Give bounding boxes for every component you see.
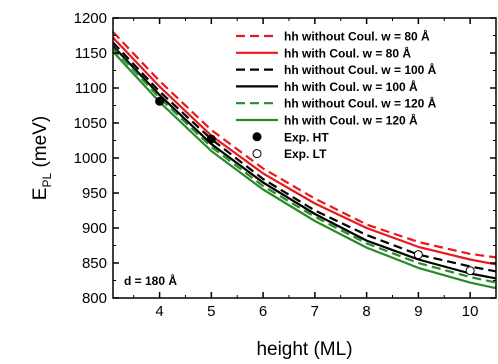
legend-label-5: hh without Coul. w = 120 Å (284, 96, 437, 111)
x-tick-label-6: 6 (259, 303, 267, 320)
y-tick-label-800: 800 (82, 290, 107, 307)
x-axis-title: height (ML) (256, 339, 352, 360)
x-tick-label-4: 4 (155, 303, 163, 320)
data-point-1-2 (206, 134, 216, 144)
x-tick-label-5: 5 (207, 303, 215, 320)
y-tick-label-1100: 1100 (75, 80, 107, 97)
legend: hh without Coul. w = 80 Åhh with Coul. w… (236, 29, 437, 161)
y-axis-title-main: E (30, 188, 51, 201)
x-tick-label-10: 10 (462, 303, 479, 320)
y-tick-label-1150: 1150 (75, 45, 107, 62)
legend-marker-2 (252, 149, 262, 159)
series-line-4 (112, 45, 497, 280)
data-point-2-1 (413, 250, 423, 260)
axis-ticks: 4 5 6 7 8 9 10 800 850 900 950 1000 1050 1100 1150 1200 (74, 10, 496, 320)
series-curves (112, 31, 497, 290)
y-tick-label-950: 950 (82, 185, 107, 202)
experimental-points (155, 96, 475, 276)
y-axis-title: EPL (meV) (30, 116, 54, 200)
y-tick-label-1200: 1200 (74, 10, 107, 27)
legend-label-4: hh with Coul. w = 100 Å (284, 79, 418, 94)
y-tick-label-1000: 1000 (74, 150, 107, 167)
y-tick-label-1050: 1050 (74, 115, 107, 132)
data-point-2-2 (465, 266, 475, 276)
series-line-5 (112, 47, 497, 284)
y-tick-label-900: 900 (82, 220, 107, 237)
data-point-1-1 (155, 96, 165, 106)
series-line-2 (112, 36, 497, 266)
y-axis-title-unit: (meV) (30, 116, 51, 173)
legend-marker-label-2: Exp. LT (284, 147, 327, 161)
x-tick-label-9: 9 (414, 303, 422, 320)
legend-label-1: hh without Coul. w = 80 Å (284, 29, 430, 44)
y-axis-title-subscript: PL (40, 172, 54, 187)
legend-label-6: hh with Coul. w = 120 Å (284, 113, 418, 128)
legend-marker-1 (252, 132, 262, 142)
series-line-3 (112, 41, 497, 273)
series-line-1 (112, 31, 497, 259)
legend-label-2: hh with Coul. w = 80 Å (284, 45, 411, 60)
x-tick-label-8: 8 (362, 303, 370, 320)
legend-marker-label-1: Exp. HT (284, 130, 329, 144)
legend-label-3: hh without Coul. w = 100 Å (284, 62, 437, 77)
annotation-label: d = 180 Å (124, 273, 177, 288)
x-tick-label-7: 7 (311, 303, 319, 320)
series-line-6 (112, 50, 497, 290)
y-tick-label-850: 850 (82, 255, 107, 272)
